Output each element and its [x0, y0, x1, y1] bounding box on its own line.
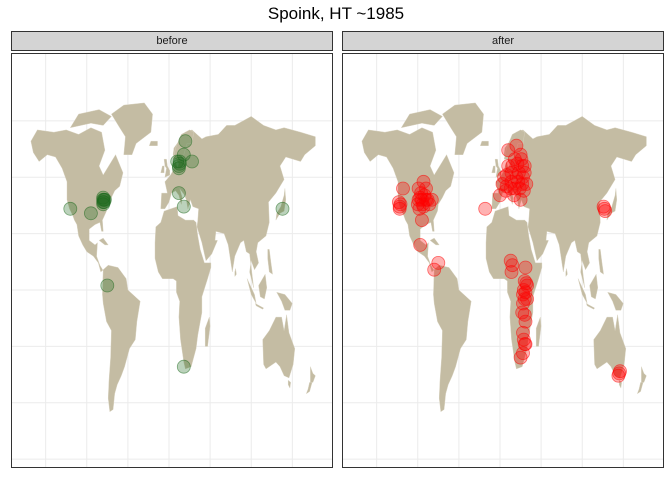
land-polygon: [593, 314, 627, 379]
map-point: [393, 197, 408, 212]
land-polygon: [433, 264, 472, 413]
map-point: [515, 177, 530, 191]
map-point: [598, 204, 613, 219]
map-point: [613, 364, 627, 379]
world-map-before: [12, 54, 332, 467]
map-point: [504, 165, 519, 180]
land-polygon: [163, 159, 170, 178]
map-point: [427, 262, 442, 277]
map-point: [516, 183, 531, 198]
land-polygon: [565, 268, 568, 278]
map-point: [424, 192, 439, 207]
map-point: [513, 192, 528, 207]
map-point: [171, 186, 186, 201]
land-polygon: [154, 206, 212, 370]
map-panel-after: [342, 53, 664, 468]
map-point: [478, 201, 493, 216]
map-point: [275, 201, 290, 216]
land-polygon: [69, 109, 112, 128]
land-polygon: [607, 291, 624, 311]
land-polygon: [503, 129, 525, 160]
land-polygon: [149, 141, 158, 146]
map-point: [516, 296, 530, 311]
map-point: [499, 179, 514, 194]
land-polygon: [262, 314, 296, 379]
land-polygon: [102, 264, 141, 413]
map-point: [100, 278, 115, 293]
land-polygon: [585, 303, 595, 310]
land-polygon: [288, 379, 291, 389]
land-polygon: [267, 249, 273, 275]
facet-strip-before: before: [11, 31, 333, 51]
land-polygon: [254, 303, 264, 310]
map-point: [419, 181, 433, 196]
map-point: [84, 206, 98, 221]
map-point: [518, 260, 533, 275]
land-polygon: [205, 317, 211, 347]
land-polygon: [275, 188, 287, 221]
map-point: [422, 197, 437, 212]
land-polygon: [98, 237, 109, 246]
land-polygon: [442, 102, 484, 155]
land-polygon: [111, 102, 153, 155]
map-point: [413, 237, 428, 252]
map-point: [392, 201, 407, 216]
map-point: [63, 201, 78, 216]
land-polygon: [305, 382, 313, 395]
land-polygon: [589, 273, 599, 300]
map-point: [518, 314, 533, 329]
land-polygon: [606, 188, 618, 221]
land-polygon: [536, 317, 542, 347]
land-polygon: [234, 268, 237, 278]
map-point: [96, 197, 111, 212]
land-polygon: [310, 366, 316, 383]
land-polygon: [361, 127, 455, 273]
map-point: [513, 350, 528, 365]
land-polygon: [160, 165, 165, 173]
map-point: [176, 199, 191, 214]
map-point: [498, 183, 513, 198]
facet-after: after: [342, 31, 664, 468]
land-polygon: [429, 237, 440, 246]
facet-before: before: [11, 31, 333, 468]
land-polygon: [246, 278, 257, 304]
map-point: [178, 134, 193, 149]
map-point: [396, 181, 410, 196]
map-point: [185, 154, 199, 169]
location-points: [392, 138, 627, 383]
land-masses: [361, 102, 647, 413]
map-point: [516, 346, 530, 361]
map-point: [431, 255, 446, 270]
land-polygon: [598, 249, 604, 275]
map-point: [176, 359, 191, 374]
map-point: [517, 159, 532, 173]
map-point: [509, 138, 524, 153]
location-points: [63, 134, 290, 374]
land-polygon: [258, 273, 268, 300]
map-point: [501, 143, 516, 158]
land-polygon: [577, 278, 588, 304]
facet-strip-after: after: [342, 31, 664, 51]
figure-title: Spoink, HT ~1985: [267, 4, 405, 23]
land-polygon: [400, 109, 443, 128]
map-point: [520, 292, 535, 306]
map-point: [518, 337, 533, 352]
map-point: [170, 154, 185, 169]
map-point: [504, 265, 519, 279]
map-panel-before: [11, 53, 333, 468]
land-polygon: [641, 366, 647, 383]
land-polygon: [491, 165, 496, 173]
map-point: [514, 152, 529, 167]
land-polygon: [636, 382, 644, 395]
land-polygon: [480, 141, 489, 146]
map-point: [415, 213, 429, 228]
land-masses: [30, 102, 316, 413]
land-polygon: [276, 291, 293, 311]
world-map-after: [343, 54, 663, 467]
land-polygon: [30, 127, 124, 273]
